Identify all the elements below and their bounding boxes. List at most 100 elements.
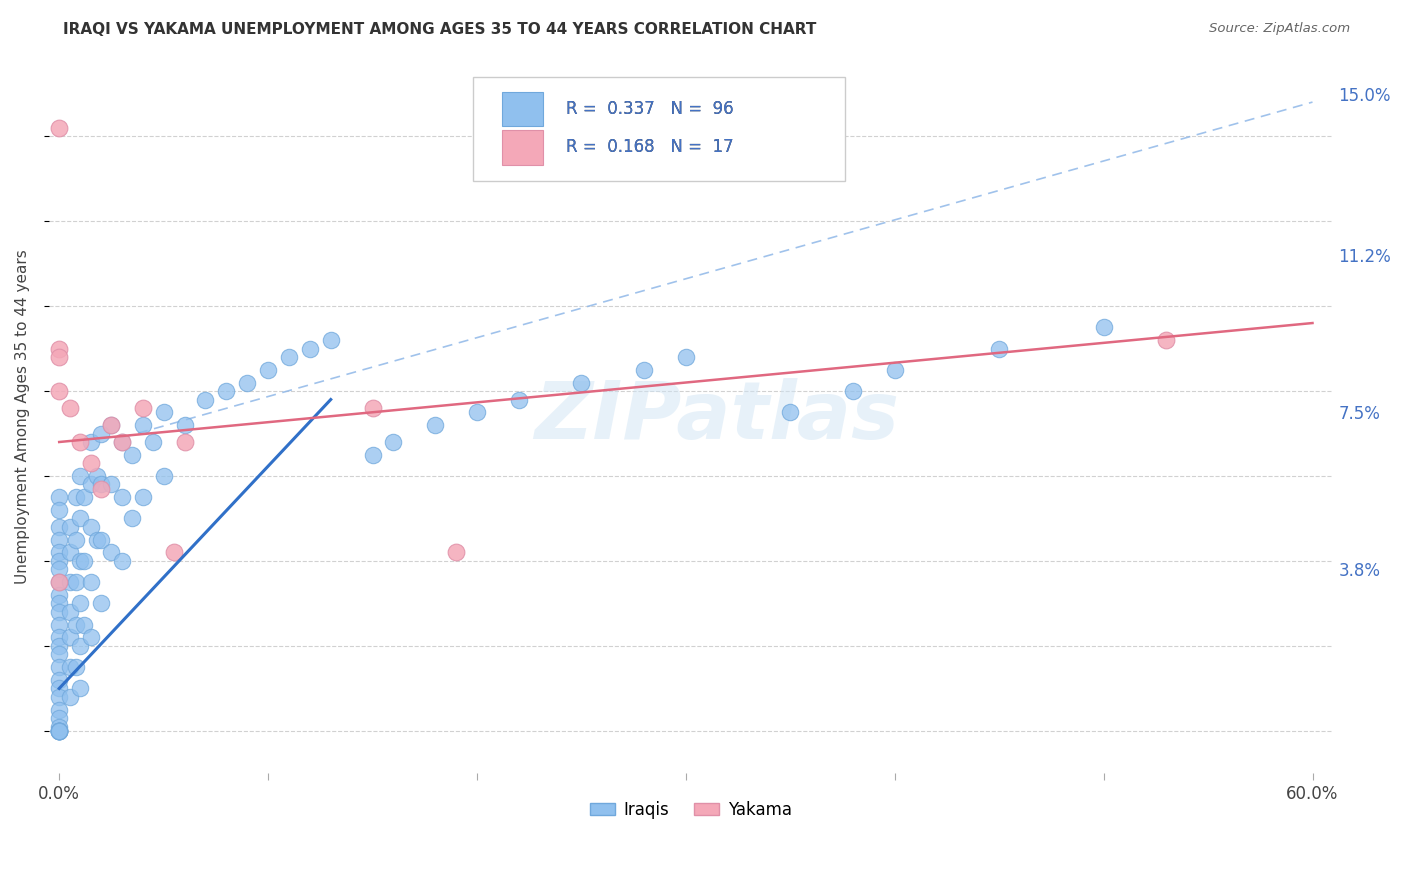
Point	[142, 435, 165, 450]
Point	[444, 545, 467, 559]
Point	[48, 545, 70, 559]
Text: R =  0.337   N =  96: R = 0.337 N = 96	[567, 100, 734, 118]
Point	[86, 533, 108, 547]
Point	[90, 477, 112, 491]
Point	[59, 401, 82, 415]
Point	[48, 588, 70, 602]
Legend: Iraqis, Yakama: Iraqis, Yakama	[583, 795, 799, 826]
Point	[465, 405, 488, 419]
Point	[69, 554, 91, 568]
Point	[59, 660, 82, 674]
Point	[73, 554, 96, 568]
Point	[59, 575, 82, 590]
Point	[59, 690, 82, 704]
Point	[100, 417, 122, 432]
Point	[173, 435, 195, 450]
Point	[163, 545, 186, 559]
Point	[48, 575, 70, 590]
Point	[48, 660, 70, 674]
Point	[48, 648, 70, 662]
Point	[59, 631, 82, 645]
Point	[69, 469, 91, 483]
Point	[48, 554, 70, 568]
Point	[69, 435, 91, 450]
Point	[779, 405, 801, 419]
Point	[48, 384, 70, 398]
Point	[69, 511, 91, 525]
Point	[48, 690, 70, 704]
Point	[571, 376, 593, 390]
Point	[48, 723, 70, 738]
Point	[152, 405, 174, 419]
Point	[73, 617, 96, 632]
FancyBboxPatch shape	[502, 130, 543, 164]
Point	[69, 681, 91, 696]
Point	[111, 490, 134, 504]
Point	[132, 401, 155, 415]
Point	[48, 503, 70, 517]
Point	[132, 490, 155, 504]
Point	[278, 350, 301, 364]
Text: R =  0.337   N =  96: R = 0.337 N = 96	[567, 100, 734, 118]
Point	[100, 417, 122, 432]
Point	[65, 617, 87, 632]
Point	[48, 723, 70, 738]
Point	[257, 363, 280, 377]
Point	[65, 575, 87, 590]
Text: R =  0.168   N =  17: R = 0.168 N = 17	[567, 138, 734, 156]
FancyBboxPatch shape	[472, 78, 845, 181]
Point	[65, 533, 87, 547]
Point	[121, 511, 143, 525]
Point	[48, 723, 70, 738]
Point	[173, 417, 195, 432]
Point	[215, 384, 238, 398]
Point	[508, 392, 530, 407]
Point	[842, 384, 865, 398]
Point	[48, 681, 70, 696]
Point	[1092, 320, 1115, 334]
Point	[1156, 333, 1178, 347]
Point	[111, 435, 134, 450]
Text: ZIPatlas: ZIPatlas	[534, 377, 900, 456]
Point	[361, 401, 384, 415]
Point	[883, 363, 905, 377]
Point	[675, 350, 697, 364]
Point	[361, 448, 384, 462]
Point	[48, 720, 70, 734]
Point	[194, 392, 217, 407]
Point	[382, 435, 405, 450]
Point	[100, 545, 122, 559]
Point	[988, 342, 1011, 356]
Point	[48, 490, 70, 504]
Point	[79, 520, 101, 534]
Point	[59, 520, 82, 534]
Point	[69, 597, 91, 611]
FancyBboxPatch shape	[502, 92, 543, 126]
Point	[86, 469, 108, 483]
Point	[48, 120, 70, 135]
Point	[48, 562, 70, 576]
Point	[48, 617, 70, 632]
Point	[236, 376, 259, 390]
Point	[79, 477, 101, 491]
Point	[48, 342, 70, 356]
Point	[90, 482, 112, 496]
Point	[48, 723, 70, 738]
Point	[48, 533, 70, 547]
Point	[65, 490, 87, 504]
Point	[79, 575, 101, 590]
Y-axis label: Unemployment Among Ages 35 to 44 years: Unemployment Among Ages 35 to 44 years	[15, 249, 30, 584]
Point	[90, 597, 112, 611]
Point	[65, 660, 87, 674]
Point	[48, 723, 70, 738]
Point	[48, 631, 70, 645]
Point	[59, 605, 82, 619]
Text: Source: ZipAtlas.com: Source: ZipAtlas.com	[1209, 22, 1350, 36]
Point	[48, 639, 70, 653]
Point	[48, 673, 70, 687]
Point	[48, 520, 70, 534]
Point	[69, 639, 91, 653]
Point	[48, 723, 70, 738]
Point	[132, 417, 155, 432]
Point	[319, 333, 342, 347]
